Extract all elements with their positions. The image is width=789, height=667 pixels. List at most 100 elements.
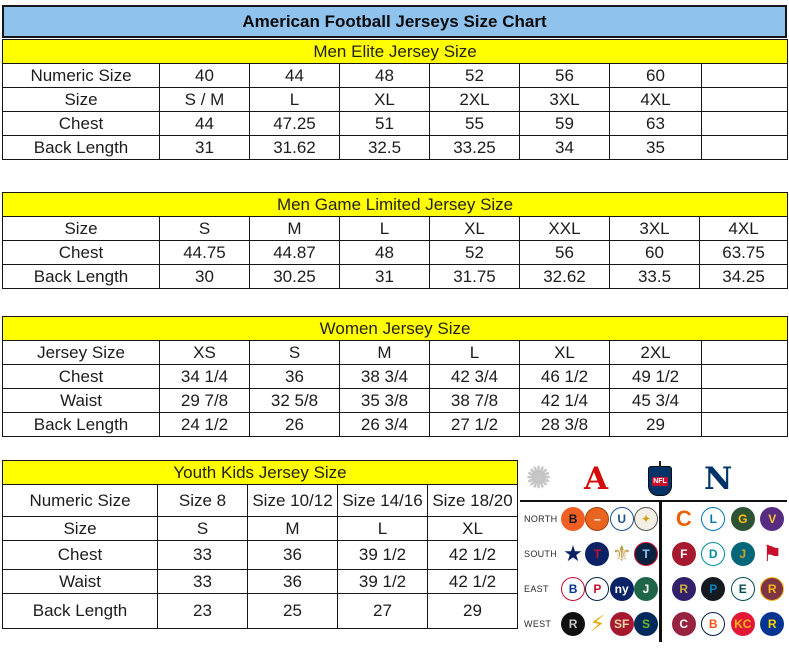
value-cell: Size 10/12: [247, 484, 338, 517]
value-cell: 29: [609, 412, 702, 437]
value-cell: L: [249, 87, 340, 112]
chart-title: American Football Jerseys Size Chart: [2, 5, 787, 38]
rams-logo-icon: R: [760, 611, 785, 636]
starburst-icon: ✺: [526, 462, 552, 495]
value-cell: S: [157, 516, 248, 541]
value-cell: [700, 63, 789, 88]
section-header: Men Elite Jersey Size: [1, 39, 789, 64]
nfc-logo-icon: N: [704, 461, 733, 497]
region-label: NORTH: [524, 513, 558, 524]
colts-logo-icon: U: [609, 506, 634, 531]
value-cell: 60: [609, 240, 700, 265]
value-cell: 55: [429, 111, 520, 136]
ravens-logo-icon: R: [671, 576, 696, 601]
dolphins-logo-icon: D: [701, 541, 726, 566]
table-men-game-limited: Men Game Limited Jersey Size Size S M L XL XXL…: [1, 192, 789, 289]
region-label: SOUTH: [524, 548, 558, 559]
size-chart: American Football Jerseys Size Chart Men…: [1, 5, 789, 642]
buccaneers-logo-icon: ⚑: [762, 540, 783, 566]
section-header: Men Game Limited Jersey Size: [1, 192, 789, 217]
eagles-logo-icon: E: [730, 576, 755, 601]
value-cell: M: [249, 216, 340, 241]
value-cell: XS: [159, 340, 250, 365]
value-cell: XL: [429, 216, 520, 241]
table-women: Women Jersey Size Jersey Size XS S M L XL 2XL Ch…: [1, 316, 789, 437]
bengals-logo-icon: B: [561, 506, 586, 531]
value-cell: 52: [429, 63, 520, 88]
value-cell: 25: [247, 593, 338, 629]
value-cell: 27: [337, 593, 428, 629]
value-cell: 42 1/2: [426, 569, 519, 594]
value-cell: [700, 388, 789, 413]
raiders-logo-icon: R: [561, 611, 586, 636]
value-cell: 42 1/4: [519, 388, 610, 413]
value-cell: 31: [159, 135, 250, 160]
value-cell: L: [339, 216, 430, 241]
value-cell: 33: [157, 540, 248, 570]
table-men-elite: Men Elite Jersey Size Numeric Size 40 44 48 5…: [1, 39, 789, 160]
value-cell: 31.62: [249, 135, 340, 160]
value-cell: 44: [249, 63, 340, 88]
value-cell: 29 7/8: [159, 388, 250, 413]
value-cell: 3XL: [519, 87, 610, 112]
value-cell: 36: [247, 540, 338, 570]
value-cell: 39 1/2: [337, 569, 428, 594]
value-cell: 52: [429, 240, 520, 265]
cowboys-logo-icon: ★: [563, 540, 583, 566]
value-cell: M: [247, 516, 338, 541]
nfl-shield-label: NFL: [652, 476, 668, 486]
saints-logo-icon: ⚜: [611, 540, 632, 566]
panthers-logo-icon: P: [701, 576, 726, 601]
value-cell: 56: [519, 63, 610, 88]
value-cell: 34 1/4: [159, 364, 250, 389]
nfl-teams-panel: ✺ A NFL N NORTH B – U ✦ C L G V SOUTH ★ T ⚜ T F D J ⚑ EAST…: [520, 460, 787, 642]
lions-logo-icon: L: [701, 506, 726, 531]
row-label-cell: Size: [2, 87, 160, 112]
value-cell: 33: [157, 569, 248, 594]
value-cell: S: [249, 340, 340, 365]
value-cell: 23: [157, 593, 248, 629]
value-cell: 33.5: [609, 264, 700, 289]
value-cell: 56: [519, 240, 610, 265]
titans-logo-icon: T: [634, 541, 659, 566]
value-cell: 51: [339, 111, 430, 136]
value-cell: 63: [609, 111, 702, 136]
value-cell: 42 1/2: [426, 540, 519, 570]
value-cell: 38 7/8: [429, 388, 520, 413]
value-cell: 31.75: [429, 264, 520, 289]
value-cell: 27 1/2: [429, 412, 520, 437]
texans-logo-icon: T: [585, 541, 610, 566]
value-cell: XXL: [519, 216, 610, 241]
row-label-cell: Numeric Size: [2, 484, 158, 517]
section-header: Youth Kids Jersey Size: [1, 460, 519, 485]
value-cell: 45 3/4: [609, 388, 702, 413]
falcons-logo-icon: F: [671, 541, 696, 566]
value-cell: [700, 364, 789, 389]
row-label-cell: Back Length: [2, 593, 158, 629]
section-header: Women Jersey Size: [1, 316, 789, 341]
logos-row-north: NORTH B – U ✦ C L G V: [520, 502, 787, 535]
seahawks-logo-icon: S: [634, 611, 659, 636]
nfc-team-logos: F D J ⚑: [669, 540, 787, 566]
logos-row-west: WEST R ⚡ SF S C B KC R: [520, 607, 787, 640]
row-label-cell: Chest: [2, 364, 160, 389]
afc-team-logos: B – U ✦: [561, 506, 661, 531]
value-cell: 4XL: [698, 216, 789, 241]
row-label-cell: Chest: [2, 111, 160, 136]
redskins-logo-icon: R: [760, 576, 785, 601]
value-cell: 26 3/4: [339, 412, 430, 437]
chiefs-logo-icon: KC: [730, 611, 755, 636]
conference-divider: [659, 500, 662, 642]
value-cell: XL: [519, 340, 610, 365]
steelers-logo-icon: ✦: [634, 506, 659, 531]
value-cell: 60: [609, 63, 702, 88]
value-cell: L: [337, 516, 428, 541]
value-cell: [700, 135, 789, 160]
value-cell: 44: [159, 111, 250, 136]
value-cell: [700, 412, 789, 437]
value-cell: 48: [339, 63, 430, 88]
